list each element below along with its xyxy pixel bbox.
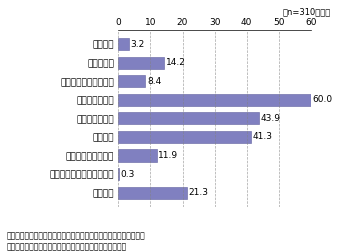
Bar bbox=[118, 112, 259, 124]
Bar bbox=[118, 94, 311, 106]
Text: 国産業の競争力強化に関する調査研究」から作成。: 国産業の競争力強化に関する調査研究」から作成。 bbox=[7, 242, 127, 251]
Bar bbox=[118, 149, 156, 162]
Bar bbox=[118, 168, 119, 180]
Bar bbox=[118, 75, 145, 87]
Text: 60.0: 60.0 bbox=[313, 96, 333, 104]
Text: 41.3: 41.3 bbox=[252, 133, 272, 141]
Text: 14.2: 14.2 bbox=[166, 58, 185, 67]
Text: 21.3: 21.3 bbox=[188, 188, 208, 197]
Bar bbox=[118, 57, 164, 69]
Bar bbox=[118, 38, 128, 50]
Bar bbox=[118, 186, 187, 199]
Text: 資料：財団法人国際経済交流財団「競争環境の変化に対応した我が: 資料：財団法人国際経済交流財団「競争環境の変化に対応した我が bbox=[7, 232, 146, 241]
Text: 8.4: 8.4 bbox=[147, 77, 161, 86]
Text: （n=310、％）: （n=310、％） bbox=[283, 8, 331, 17]
Text: 11.9: 11.9 bbox=[158, 151, 178, 160]
Text: 3.2: 3.2 bbox=[130, 40, 144, 49]
Text: 0.3: 0.3 bbox=[121, 170, 135, 179]
Text: 43.9: 43.9 bbox=[261, 114, 281, 123]
Bar bbox=[118, 131, 251, 143]
